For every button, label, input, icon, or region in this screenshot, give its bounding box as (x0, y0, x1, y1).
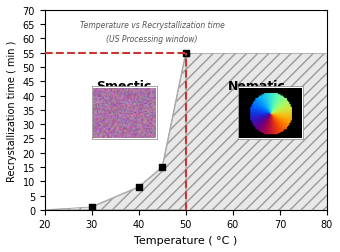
Text: Temperature vs Recrystallization time: Temperature vs Recrystallization time (80, 21, 224, 30)
Text: (US Processing window): (US Processing window) (106, 35, 198, 44)
Point (89, 205, 95, 209)
Point (183, 52, 189, 56)
Y-axis label: Recrystallization time ( min ): Recrystallization time ( min ) (7, 40, 17, 181)
Text: Nematic: Nematic (227, 80, 285, 93)
Point (159, 165, 165, 169)
X-axis label: Temperature ( °C ): Temperature ( °C ) (134, 235, 237, 245)
Polygon shape (45, 54, 186, 210)
Polygon shape (186, 54, 327, 210)
Text: Smectic: Smectic (96, 80, 151, 93)
Point (136, 185, 141, 189)
